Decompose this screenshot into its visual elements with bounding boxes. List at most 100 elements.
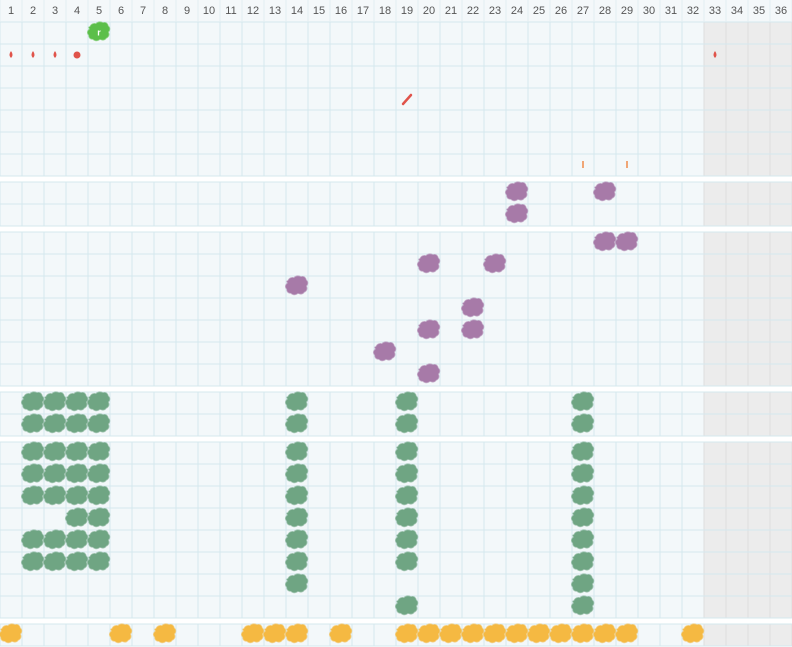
column-label: 32 (687, 5, 699, 17)
green-blob (284, 551, 309, 572)
column-label: 23 (489, 5, 501, 17)
column-label: 29 (621, 5, 633, 17)
purple-blob (416, 253, 441, 274)
column-label: 2 (30, 5, 36, 17)
column-label: 16 (335, 5, 347, 17)
column-label: 27 (577, 5, 589, 17)
yellow-blob (548, 623, 573, 644)
purple-blob (460, 297, 485, 318)
green-blob (20, 391, 45, 412)
green-blob (284, 441, 309, 462)
green-blob (64, 463, 89, 484)
green-blob (394, 463, 419, 484)
purple-blob (416, 363, 441, 384)
column-label: 18 (379, 5, 391, 17)
yellow-blob (526, 623, 551, 644)
green-blob (64, 507, 89, 528)
purple-blob (504, 203, 529, 224)
column-label: 20 (423, 5, 435, 17)
green-blob (42, 413, 67, 434)
yellow-blob (0, 623, 23, 644)
dot-marker (73, 51, 81, 59)
yellow-blob (680, 623, 705, 644)
green-blob (86, 551, 111, 572)
green-blob (64, 551, 89, 572)
yellow-blob (614, 623, 639, 644)
column-label: 10 (203, 5, 215, 17)
green-blob (20, 551, 45, 572)
green-blob (20, 441, 45, 462)
yellow-blob (482, 623, 507, 644)
column-label: 31 (665, 5, 677, 17)
purple-blob (284, 275, 309, 296)
column-label: 15 (313, 5, 325, 17)
column-label: 30 (643, 5, 655, 17)
green-blob (42, 485, 67, 506)
green-blob (570, 463, 595, 484)
yellow-blob (394, 623, 419, 644)
drop-marker (9, 51, 13, 58)
green-blob (284, 463, 309, 484)
purple-blob (504, 181, 529, 202)
green-blob (20, 529, 45, 550)
green-blob (86, 507, 111, 528)
column-label: 19 (401, 5, 413, 17)
column-label: 25 (533, 5, 545, 17)
green-blob (394, 551, 419, 572)
yellow-blob (328, 623, 353, 644)
yellow-blob (592, 623, 617, 644)
column-label: 14 (291, 5, 303, 17)
green-blob (86, 413, 111, 434)
column-label: 17 (357, 5, 369, 17)
green-blob (570, 485, 595, 506)
green-blob (394, 391, 419, 412)
green-blob (20, 463, 45, 484)
purple-blob (482, 253, 507, 274)
green-blob (42, 551, 67, 572)
green-blob (394, 529, 419, 550)
column-label: 21 (445, 5, 457, 17)
green-blob (42, 529, 67, 550)
purple-blob (592, 181, 617, 202)
green-blob (20, 485, 45, 506)
purple-blob (592, 231, 617, 252)
column-label: 3 (52, 5, 58, 17)
purple-blob (460, 319, 485, 340)
drop-marker (53, 51, 57, 58)
green-blob (394, 507, 419, 528)
purple-blob (372, 341, 397, 362)
column-label: 34 (731, 5, 743, 17)
column-label: 4 (74, 5, 80, 17)
green-blob (570, 529, 595, 550)
green-blob (284, 529, 309, 550)
green-blob (284, 507, 309, 528)
column-label: 13 (269, 5, 281, 17)
green-blob (394, 441, 419, 462)
green-blob (64, 413, 89, 434)
green-blob (42, 391, 67, 412)
green-blob (64, 529, 89, 550)
column-label: 22 (467, 5, 479, 17)
green-blob (86, 485, 111, 506)
green-blob (284, 485, 309, 506)
column-label: 9 (184, 5, 190, 17)
green-blob (284, 413, 309, 434)
pen-marker (401, 93, 413, 106)
yellow-blob (460, 623, 485, 644)
green-blob (570, 391, 595, 412)
column-label: 6 (118, 5, 124, 17)
green-blob (570, 441, 595, 462)
purple-blob (416, 319, 441, 340)
drop-marker (31, 51, 35, 58)
green-blob (284, 573, 309, 594)
yellow-blob (284, 623, 309, 644)
drop-marker (713, 51, 717, 58)
column-label: 35 (753, 5, 765, 17)
badge-letter: r (97, 27, 101, 37)
column-label: 24 (511, 5, 523, 17)
green-blob (42, 463, 67, 484)
yellow-blob (416, 623, 441, 644)
green-blob (86, 463, 111, 484)
column-label: 8 (162, 5, 168, 17)
